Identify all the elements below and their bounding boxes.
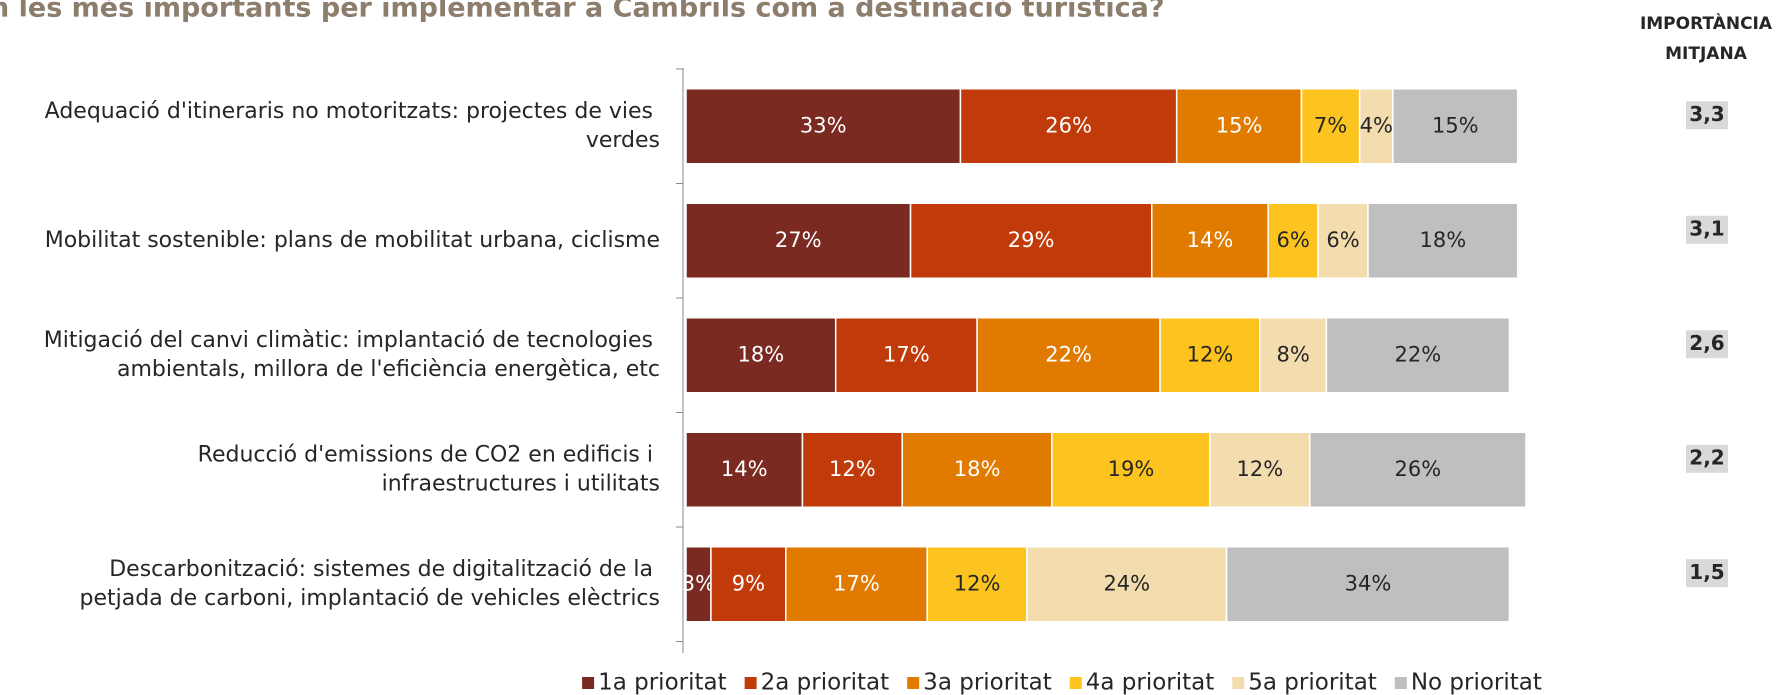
bar-segment xyxy=(1051,431,1211,508)
value-label: 15% xyxy=(1432,113,1479,137)
bar-segment xyxy=(1259,317,1328,394)
bar-segment xyxy=(1309,431,1527,508)
value-label: 22% xyxy=(1395,342,1442,366)
bar-segment xyxy=(1159,317,1261,394)
value-label: 17% xyxy=(833,571,880,595)
value-label: 22% xyxy=(1045,342,1092,366)
legend-swatch xyxy=(1394,677,1407,689)
category-label: Reducció d'emissions de CO2 en edificis … xyxy=(198,442,660,496)
value-label: 14% xyxy=(1187,228,1234,252)
bar-segment xyxy=(1209,431,1311,508)
category-label: Mitigació del canvi climàtic: implantaci… xyxy=(44,328,660,382)
importance-box xyxy=(1686,215,1728,244)
value-label: 19% xyxy=(1108,457,1155,481)
legend-label: 1a prioritat xyxy=(598,670,727,695)
bar-segment xyxy=(1175,88,1303,165)
value-label: 4% xyxy=(1360,113,1393,137)
bar-segment xyxy=(710,546,787,623)
legend-label: 3a prioritat xyxy=(923,670,1052,695)
bar-segment xyxy=(1026,546,1228,623)
importance-box xyxy=(1686,330,1728,359)
importance-value: 3,3 xyxy=(1689,102,1724,126)
value-label: 12% xyxy=(1237,457,1284,481)
value-label: 15% xyxy=(1216,113,1263,137)
bar-segment xyxy=(1150,202,1269,279)
bar-segment xyxy=(1358,88,1394,165)
value-label: 14% xyxy=(721,457,768,481)
bar-segment xyxy=(1225,546,1511,623)
importance-header: IMPORTÀNCIA xyxy=(1640,12,1773,34)
legend: 1a prioritat 2a prioritat 3a prioritat 4a p… xyxy=(582,670,1542,695)
bar-segment xyxy=(909,202,1153,279)
value-label: 3% xyxy=(682,571,715,595)
category-label: Adequació d'itineraris no motoritzats: p… xyxy=(45,99,660,153)
bar-segment xyxy=(976,317,1161,394)
bar-segment xyxy=(1317,202,1369,279)
importance-box xyxy=(1686,101,1728,130)
bar-segment xyxy=(685,317,837,394)
value-label: 34% xyxy=(1345,571,1392,595)
value-label: 12% xyxy=(1187,342,1234,366)
legend-label: No prioritat xyxy=(1411,670,1542,695)
value-label: 18% xyxy=(738,342,785,366)
value-label: 26% xyxy=(1395,457,1442,481)
legend-label: 5a prioritat xyxy=(1248,670,1377,695)
value-label: 24% xyxy=(1103,571,1150,595)
value-label: 18% xyxy=(1419,228,1466,252)
value-label: 17% xyxy=(883,342,930,366)
category-label: Mobilitat sostenible: plans de mobilitat… xyxy=(45,228,660,253)
value-label: 12% xyxy=(829,457,876,481)
bar-segment xyxy=(685,88,962,165)
bar-segment xyxy=(834,317,978,394)
importance-value: 3,1 xyxy=(1689,216,1724,240)
legend-swatch xyxy=(907,677,920,689)
legend-swatch xyxy=(1069,677,1082,689)
value-label: 9% xyxy=(732,571,765,595)
importance-value: 2,6 xyxy=(1689,331,1724,355)
bar-segment xyxy=(1267,202,1319,279)
chart-title: n les més importants per implementar a C… xyxy=(0,0,1165,24)
legend-label: 4a prioritat xyxy=(1086,670,1215,695)
value-label: 26% xyxy=(1045,113,1092,137)
bar-segment xyxy=(685,202,912,279)
value-label: 6% xyxy=(1326,228,1359,252)
bar-segment xyxy=(926,546,1028,623)
bar-segment xyxy=(1300,88,1361,165)
bar-segment xyxy=(801,431,903,508)
legend-swatch xyxy=(1232,677,1245,689)
value-label: 18% xyxy=(954,457,1001,481)
value-label: 12% xyxy=(954,571,1001,595)
value-label: 29% xyxy=(1008,228,1055,252)
legend-swatch xyxy=(744,677,757,689)
importance-box xyxy=(1686,559,1728,588)
bar-segment xyxy=(785,546,928,623)
bar-segment xyxy=(685,546,712,623)
bar-segment xyxy=(1367,202,1519,279)
value-label: 27% xyxy=(775,228,822,252)
bar-segment xyxy=(1325,317,1511,394)
importance-value: 2,2 xyxy=(1689,445,1724,469)
importance-value: 1,5 xyxy=(1689,560,1724,584)
importance-box xyxy=(1686,444,1728,473)
bar-segment xyxy=(1392,88,1519,165)
bar-segment xyxy=(685,431,804,508)
importance-header: MITJANA xyxy=(1665,44,1748,64)
bar-segment xyxy=(959,88,1178,165)
legend-label: 2a prioritat xyxy=(761,670,890,695)
legend-swatch xyxy=(582,677,595,689)
value-label: 6% xyxy=(1276,228,1309,252)
bar-segment xyxy=(901,431,1053,508)
value-label: 8% xyxy=(1276,342,1309,366)
value-label: 33% xyxy=(800,113,847,137)
value-label: 7% xyxy=(1314,113,1347,137)
category-label: Descarbonització: sistemes de digitalitz… xyxy=(80,557,660,611)
